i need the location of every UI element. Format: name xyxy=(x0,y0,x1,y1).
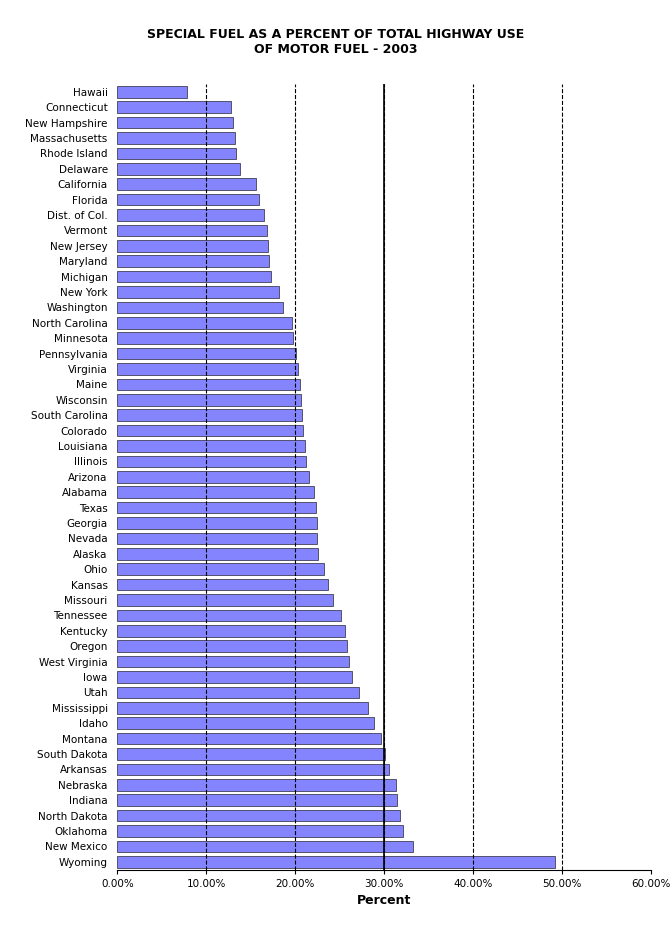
Bar xyxy=(117,209,264,221)
Bar xyxy=(117,856,555,868)
Bar xyxy=(117,364,298,375)
Bar xyxy=(117,502,315,513)
Bar xyxy=(117,255,270,267)
Bar xyxy=(117,748,385,760)
Bar xyxy=(117,517,317,529)
Bar xyxy=(117,626,345,637)
Bar xyxy=(117,440,305,452)
Bar xyxy=(117,424,303,437)
Bar xyxy=(117,548,318,560)
Bar xyxy=(117,224,267,237)
Bar xyxy=(117,795,397,806)
Bar xyxy=(117,671,352,683)
Bar xyxy=(117,717,374,729)
Bar xyxy=(117,841,413,852)
Bar xyxy=(117,286,279,298)
Bar xyxy=(117,148,236,159)
Bar xyxy=(117,810,400,822)
Bar xyxy=(117,779,396,791)
Bar xyxy=(117,455,306,468)
Bar xyxy=(117,179,256,190)
Bar xyxy=(117,302,282,313)
Bar xyxy=(117,702,368,713)
Bar xyxy=(117,610,342,621)
Bar xyxy=(117,317,292,328)
Bar xyxy=(117,132,235,144)
Bar xyxy=(117,117,233,128)
Bar xyxy=(117,486,314,498)
Bar xyxy=(117,394,301,406)
Bar xyxy=(117,595,333,606)
Bar xyxy=(117,240,268,252)
Bar xyxy=(117,471,309,482)
X-axis label: Percent: Percent xyxy=(357,894,411,907)
Bar xyxy=(117,379,300,390)
Bar xyxy=(117,640,347,652)
Bar xyxy=(117,564,323,575)
Bar xyxy=(117,102,231,113)
Bar xyxy=(117,533,317,544)
Bar xyxy=(117,271,271,282)
Text: SPECIAL FUEL AS A PERCENT OF TOTAL HIGHWAY USE
OF MOTOR FUEL - 2003: SPECIAL FUEL AS A PERCENT OF TOTAL HIGHW… xyxy=(147,28,524,56)
Bar xyxy=(117,333,293,344)
Bar xyxy=(117,733,382,744)
Bar xyxy=(117,410,303,421)
Bar xyxy=(117,764,389,775)
Bar xyxy=(117,348,296,359)
Bar xyxy=(117,163,240,175)
Bar xyxy=(117,86,187,97)
Bar xyxy=(117,686,359,698)
Bar xyxy=(117,655,350,668)
Bar xyxy=(117,826,403,837)
Bar xyxy=(117,194,259,206)
Bar xyxy=(117,579,328,590)
